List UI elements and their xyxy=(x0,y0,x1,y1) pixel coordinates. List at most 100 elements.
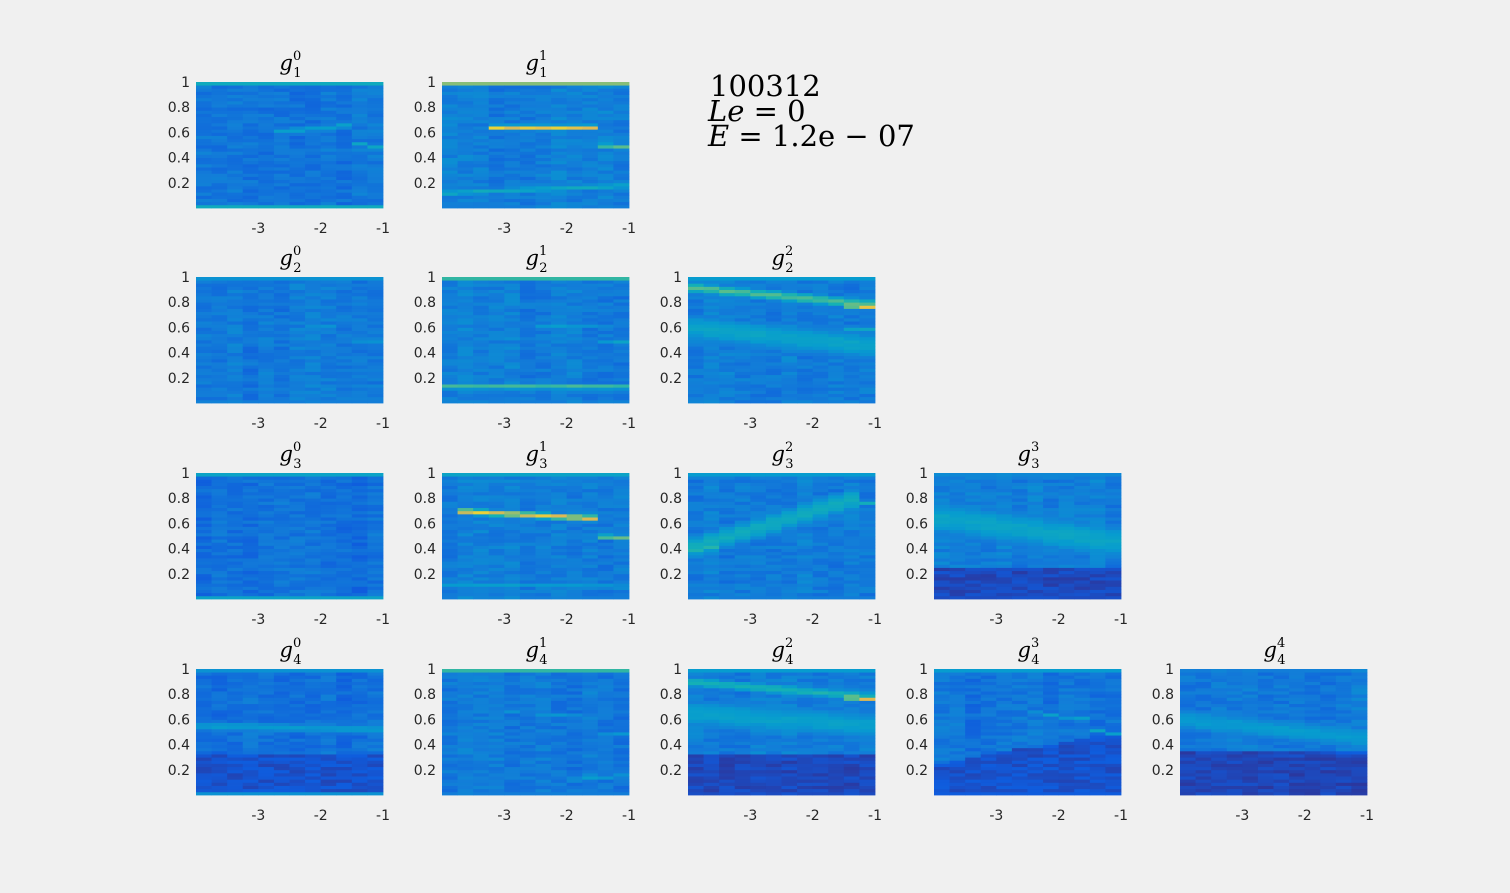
heatmap-cell xyxy=(613,510,630,515)
heatmap-cell xyxy=(519,122,536,127)
heatmap-cell xyxy=(843,380,860,385)
heatmap-cell xyxy=(442,672,458,676)
heatmap-cell xyxy=(211,498,228,502)
heatmap-cell xyxy=(688,542,704,546)
heatmap-cell xyxy=(535,586,552,590)
heatmap-cell xyxy=(258,327,275,331)
heatmap-cell xyxy=(273,561,290,565)
heatmap-cell xyxy=(305,517,322,521)
heatmap-cell xyxy=(258,551,275,556)
heatmap-cell xyxy=(273,387,290,391)
heatmap-cell xyxy=(258,766,275,771)
heatmap-cell xyxy=(211,672,228,676)
heatmap-cell xyxy=(273,380,290,385)
heatmap-cell xyxy=(765,583,782,587)
heatmap-cell xyxy=(613,154,630,158)
heatmap-cell xyxy=(457,151,474,155)
heatmap-cell xyxy=(781,295,798,300)
heatmap-cell xyxy=(367,520,384,524)
heatmap-cell xyxy=(336,340,353,344)
heatmap-cell xyxy=(336,195,353,199)
heatmap-cell xyxy=(442,295,458,300)
heatmap-cell xyxy=(1089,576,1106,581)
heatmap-cell xyxy=(519,308,536,313)
heatmap-cell xyxy=(582,195,599,199)
heatmap-cell xyxy=(613,498,630,502)
heatmap-cell xyxy=(750,374,767,379)
heatmap-cell xyxy=(227,576,244,581)
heatmap-cell xyxy=(934,488,950,493)
heatmap-cell xyxy=(750,305,767,309)
heatmap-cell xyxy=(367,681,384,686)
heatmap-cell xyxy=(289,333,306,338)
heatmap-cell xyxy=(566,362,583,366)
heatmap-cell xyxy=(597,355,614,360)
heatmap-cell xyxy=(196,523,212,527)
heatmap-cell xyxy=(320,681,337,686)
heatmap-cell xyxy=(242,757,259,761)
heatmap-cell xyxy=(273,97,290,102)
heatmap-cell xyxy=(488,393,505,398)
heatmap-cell xyxy=(934,517,950,521)
heatmap-cell xyxy=(227,532,244,537)
heatmap-cell xyxy=(613,132,630,136)
heatmap-cell xyxy=(336,163,353,168)
heatmap-cell xyxy=(351,201,368,206)
heatmap-cell xyxy=(196,317,212,322)
heatmap-cell xyxy=(273,317,290,322)
heatmap-cell xyxy=(597,485,614,490)
heatmap-cell xyxy=(227,719,244,723)
heatmap-cell xyxy=(289,735,306,739)
heatmap-cell xyxy=(582,138,599,143)
heatmap-cell xyxy=(196,567,212,572)
heatmap-cell xyxy=(457,766,474,771)
heatmap-cell xyxy=(442,340,458,344)
heatmap-cell xyxy=(457,154,474,158)
heatmap-cell xyxy=(703,523,720,527)
heatmap-cell xyxy=(351,561,368,565)
heatmap-cell xyxy=(843,384,860,388)
heatmap-cell xyxy=(367,163,384,168)
heatmap-cell xyxy=(289,785,306,790)
heatmap-cell xyxy=(320,343,337,347)
heatmap-cell xyxy=(258,151,275,155)
heatmap-cell xyxy=(1105,504,1122,509)
heatmap-cell xyxy=(765,283,782,287)
heatmap-cell xyxy=(965,529,982,534)
heatmap-cell xyxy=(227,589,244,594)
heatmap-cell xyxy=(719,586,736,590)
y-tick-label: 0.2 xyxy=(168,763,190,779)
heatmap-cell xyxy=(196,330,212,335)
heatmap-cell xyxy=(734,536,751,540)
heatmap-cell xyxy=(258,694,275,698)
heatmap-cell xyxy=(273,684,290,689)
heatmap-cell xyxy=(613,100,630,105)
heatmap-cell xyxy=(765,358,782,363)
heatmap-cell xyxy=(504,170,521,174)
heatmap-cell xyxy=(535,371,552,376)
heatmap-cell xyxy=(582,113,599,118)
heatmap-cell xyxy=(566,107,583,111)
heatmap-cell xyxy=(965,551,982,556)
heatmap-cell xyxy=(750,362,767,366)
heatmap-cell xyxy=(1089,536,1106,540)
heatmap-cell xyxy=(305,317,322,322)
heatmap-cell xyxy=(703,485,720,490)
heatmap-cell xyxy=(535,529,552,534)
heatmap-cell xyxy=(719,362,736,366)
heatmap-cell xyxy=(828,510,845,515)
heatmap-cell xyxy=(996,520,1013,524)
heatmap-cell xyxy=(551,589,568,594)
heatmap-cell xyxy=(504,314,521,319)
heatmap-cell xyxy=(613,573,630,578)
heatmap-cell xyxy=(750,299,767,303)
heatmap-cell xyxy=(227,672,244,676)
heatmap-cell xyxy=(828,371,845,376)
heatmap-cell xyxy=(504,346,521,350)
heatmap-cell xyxy=(519,573,536,578)
heatmap-cell xyxy=(734,295,751,300)
heatmap-cell xyxy=(258,595,275,600)
heatmap-cell xyxy=(828,495,845,499)
heatmap-cell xyxy=(734,317,751,322)
heatmap-cell xyxy=(289,371,306,376)
